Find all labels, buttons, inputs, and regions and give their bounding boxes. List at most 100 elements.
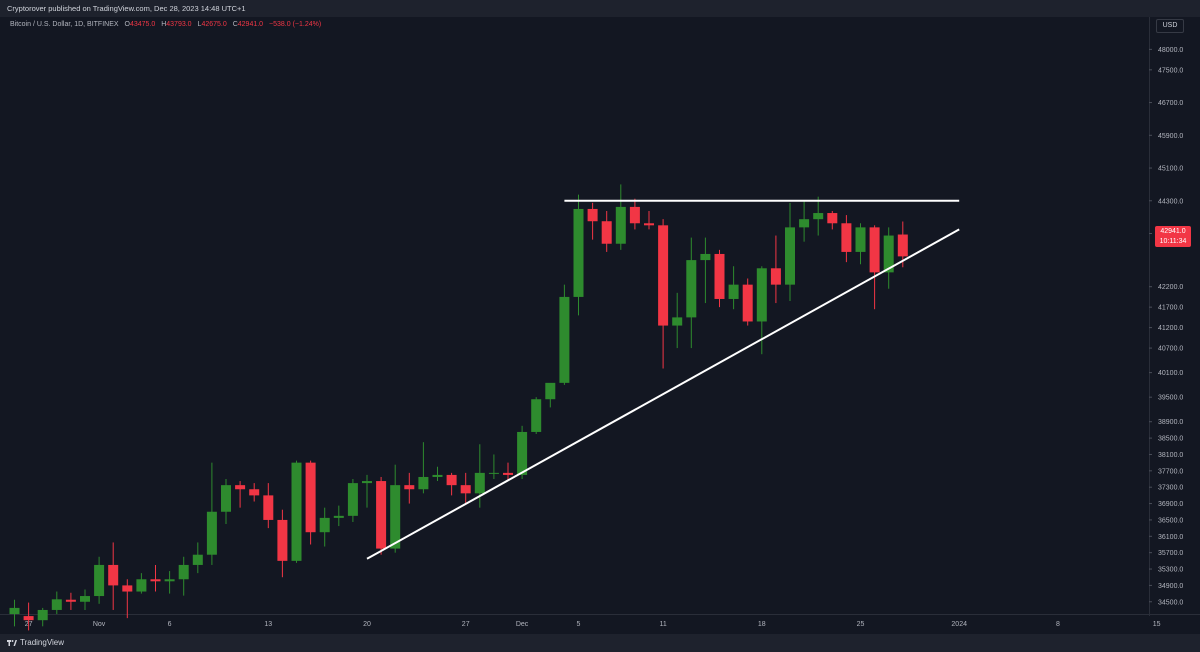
time-tick-label: 13	[264, 621, 272, 628]
candle-body	[51, 599, 62, 610]
candle-body	[545, 382, 556, 400]
price-tick-label: 44300.0	[1158, 198, 1183, 205]
candle-body	[728, 284, 739, 299]
candle-body	[700, 253, 711, 261]
price-tick-label: 40100.0	[1158, 370, 1183, 377]
price-tick-label: 39500.0	[1158, 395, 1183, 402]
change-value: −538.0 (−1.24%)	[269, 21, 322, 28]
footer-bar: TradingView	[0, 634, 1200, 652]
open-label: O	[124, 21, 130, 28]
candle-body	[799, 219, 810, 228]
candle-body	[714, 253, 725, 299]
candle-body	[221, 485, 231, 512]
candle-body	[742, 284, 753, 322]
candle-body	[263, 495, 274, 520]
candle-body	[432, 474, 443, 477]
candle-body	[601, 221, 612, 244]
candle-body	[347, 483, 358, 516]
publish-info: Cryptorover published on TradingView.com…	[0, 0, 1200, 17]
candle-body	[883, 235, 894, 273]
price-tick-label: 36500.0	[1158, 517, 1183, 524]
candle-body	[855, 227, 866, 252]
candle-body	[94, 564, 105, 597]
candle-body	[277, 519, 288, 561]
candle-body	[80, 596, 90, 602]
candle-body	[813, 213, 824, 220]
last-price-badge: 42941.0 10:11:34	[1155, 226, 1191, 247]
candle-body	[305, 462, 316, 533]
candle-body	[573, 208, 584, 297]
candle-body	[164, 579, 175, 582]
chart-background	[0, 17, 1200, 634]
candle-body	[333, 515, 344, 518]
time-tick-label: 2024	[951, 621, 967, 628]
candle-body	[531, 399, 542, 432]
candle-body	[150, 579, 161, 582]
candle-body	[517, 431, 528, 475]
price-tick-label: 42200.0	[1158, 284, 1183, 291]
candle-body	[249, 489, 260, 496]
candle-body	[672, 317, 683, 326]
price-tick-label: 35300.0	[1158, 567, 1183, 574]
candle-body	[615, 206, 626, 244]
candle-body	[235, 485, 246, 490]
candle-body	[23, 616, 34, 621]
price-tick-label: 38100.0	[1158, 452, 1183, 459]
price-tick-label: 34500.0	[1158, 599, 1183, 606]
price-tick-label: 45100.0	[1158, 166, 1183, 173]
price-tick-label: 41200.0	[1158, 325, 1183, 332]
candle-body	[587, 208, 598, 222]
time-axis[interactable]: 27Nov6132027Dec51118252024815	[25, 621, 1161, 628]
candle-body	[376, 481, 387, 549]
price-tick-label: 48000.0	[1158, 47, 1183, 54]
price-tick-label: 38500.0	[1158, 436, 1183, 443]
brand-name[interactable]: TradingView	[20, 638, 65, 647]
candle-body	[686, 260, 697, 318]
time-tick-label: 6	[168, 621, 172, 628]
price-tick-label: 36100.0	[1158, 534, 1183, 541]
last-price-value: 42941.0	[1160, 228, 1186, 235]
candle-body	[108, 564, 119, 586]
candle-body	[178, 564, 189, 580]
price-tick-label: 34900.0	[1158, 583, 1183, 590]
price-tick-label: 47500.0	[1158, 67, 1183, 74]
currency-button[interactable]: USD	[1156, 19, 1184, 33]
candle-body	[629, 206, 640, 224]
price-tick-label: 40700.0	[1158, 346, 1183, 353]
symbol-title: Bitcoin / U.S. Dollar, 1D, BITFINEX	[10, 21, 119, 28]
candle-body	[827, 213, 838, 224]
candle-body	[446, 474, 457, 486]
candle-body	[503, 472, 513, 475]
candle-body	[770, 268, 781, 285]
price-tick-label: 46700.0	[1158, 100, 1183, 107]
candle-body	[362, 481, 372, 484]
price-tick-label: 38900.0	[1158, 419, 1183, 426]
price-tick-label: 37300.0	[1158, 485, 1183, 492]
high-label: H	[161, 21, 167, 28]
time-tick-label: 27	[462, 621, 470, 628]
close-label: C	[232, 21, 238, 28]
candle-body	[418, 476, 429, 490]
open-value: 43475.0	[129, 21, 156, 28]
candle-body	[390, 485, 401, 549]
candle-body	[644, 223, 654, 226]
time-tick-label: 25	[857, 621, 865, 628]
candles	[9, 184, 908, 631]
time-tick-label: 8	[1056, 621, 1060, 628]
trendlines[interactable]	[366, 199, 960, 560]
candle-body	[136, 579, 147, 592]
candle-body	[192, 554, 203, 565]
candle-body	[756, 268, 767, 322]
candle-body	[841, 223, 852, 252]
candle-body	[658, 225, 669, 326]
candle-body	[460, 485, 471, 494]
time-tick-label: 5	[577, 621, 581, 628]
low-value: 42675.0	[201, 21, 227, 28]
time-tick-label: 15	[1153, 621, 1161, 628]
candle-body	[474, 472, 485, 494]
low-label: L	[197, 21, 202, 28]
candle-body	[488, 472, 499, 474]
support-trendline[interactable]	[366, 228, 960, 560]
symbol-legend: Bitcoin / U.S. Dollar, 1D, BITFINEX O434…	[10, 21, 321, 28]
price-tick-label: 36900.0	[1158, 501, 1183, 508]
